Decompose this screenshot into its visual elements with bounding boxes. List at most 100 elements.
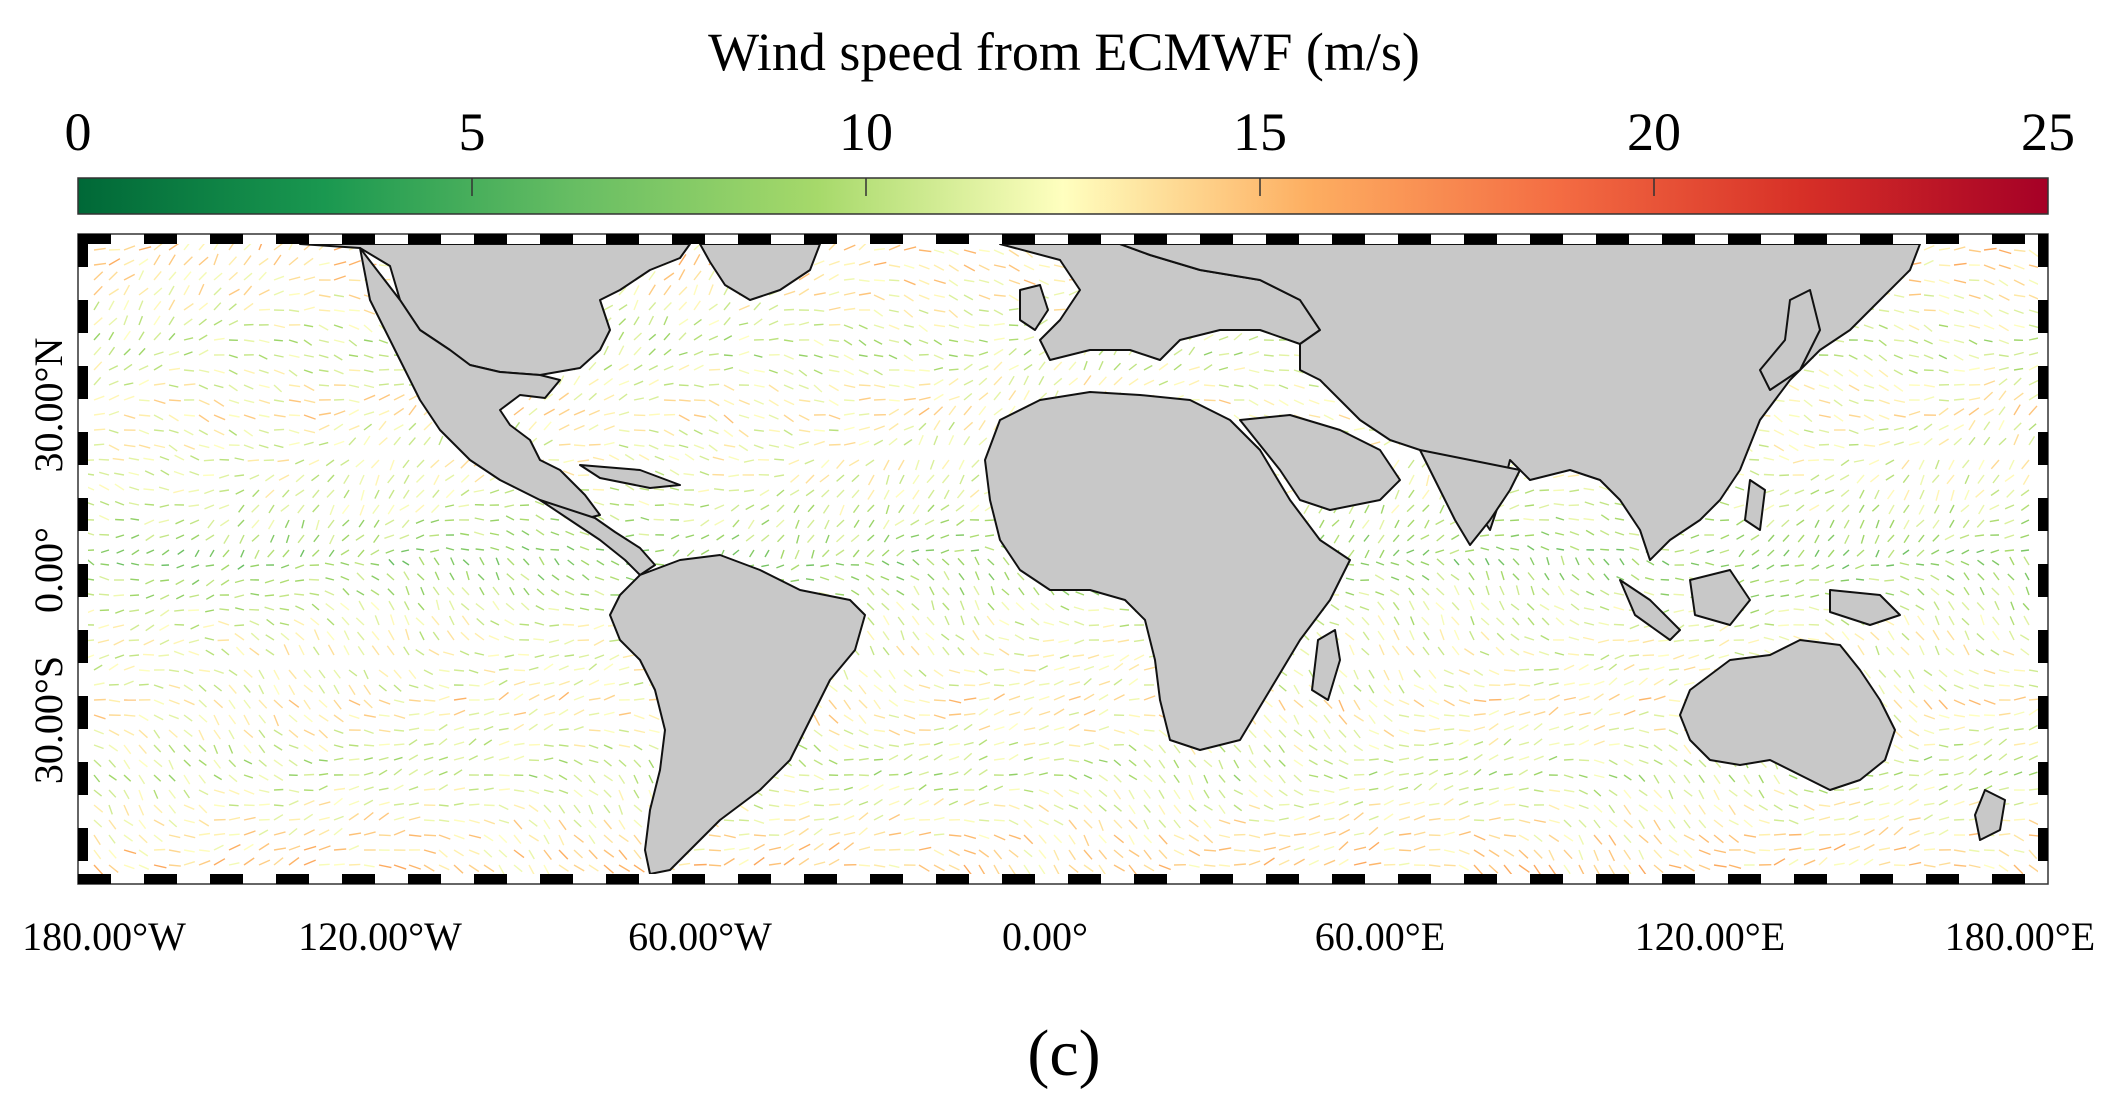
wind-vector <box>1653 744 1663 752</box>
wind-vector <box>918 669 927 677</box>
wind-vector <box>588 697 601 701</box>
wind-vector <box>1989 504 2000 511</box>
wind-vector <box>888 294 900 298</box>
wind-vector <box>813 787 824 791</box>
wind-vector <box>228 729 235 740</box>
wind-vector <box>535 547 545 551</box>
wind-vector <box>1998 669 2010 674</box>
wind-vector <box>168 444 178 452</box>
wind-vector <box>312 489 320 499</box>
wind-vector <box>753 399 764 405</box>
wind-vector <box>888 684 897 694</box>
wind-vector <box>393 803 404 806</box>
wind-vector <box>333 261 347 266</box>
wind-vector <box>1953 743 1964 746</box>
wind-vector <box>2007 585 2015 596</box>
wind-vector <box>1908 759 1919 762</box>
wind-vector <box>1533 668 1544 671</box>
wind-vector <box>1323 789 1335 793</box>
wind-vector <box>1908 309 1920 313</box>
wind-vector <box>1825 618 1835 626</box>
wind-vector <box>1263 384 1275 387</box>
wind-vector <box>423 436 431 446</box>
wind-vector <box>2022 602 2030 611</box>
wind-vector <box>963 324 975 329</box>
wind-vector <box>1766 564 1775 570</box>
wind-vector <box>258 803 270 806</box>
wind-vector <box>903 729 916 735</box>
wind-vector <box>93 443 105 446</box>
wind-vector <box>963 294 974 301</box>
wind-vector <box>168 759 174 770</box>
wind-vector <box>910 575 920 581</box>
wind-vector <box>913 585 920 596</box>
wind-vector <box>579 531 590 536</box>
wind-vector <box>798 774 810 777</box>
wind-vector <box>513 742 525 746</box>
wind-vector <box>1578 789 1588 795</box>
wind-vector <box>942 587 950 596</box>
wind-vector <box>1053 308 1066 311</box>
wind-vector <box>1113 759 1122 767</box>
wind-vector <box>918 264 930 270</box>
wind-vector <box>1963 644 1970 656</box>
wind-vector <box>1733 504 1745 509</box>
wind-vector <box>273 428 285 431</box>
wind-vector <box>1903 614 1910 626</box>
wind-vector <box>603 441 615 446</box>
wind-vector <box>1113 678 1123 686</box>
wind-vector <box>948 279 959 287</box>
wind-vector <box>93 698 106 701</box>
wind-vector <box>1349 519 1355 529</box>
wind-vector <box>2028 771 2038 776</box>
wind-vector <box>348 409 360 416</box>
wind-vector <box>1548 706 1559 716</box>
wind-vector <box>948 249 959 256</box>
wind-vector <box>340 561 350 566</box>
wind-vector <box>1885 474 1895 481</box>
wind-vector <box>1379 519 1385 530</box>
wind-vector <box>1983 294 1994 301</box>
wind-vector <box>1398 786 1409 791</box>
wind-vector <box>203 624 215 628</box>
wind-vector <box>1842 564 1850 570</box>
wind-vector <box>1843 519 1850 529</box>
wind-vector <box>483 756 494 761</box>
wind-vector <box>108 394 120 401</box>
wind-vector <box>1814 519 1820 529</box>
wind-vector <box>929 586 935 596</box>
wind-vector <box>243 774 254 779</box>
wind-vector <box>1840 489 1850 497</box>
wind-vector <box>678 286 688 296</box>
wind-vector <box>1308 399 1320 405</box>
wind-vector <box>956 519 965 527</box>
wind-vector <box>506 530 515 536</box>
wind-vector <box>963 339 975 343</box>
wind-vector <box>1698 774 1705 784</box>
wind-vector <box>663 316 669 326</box>
wind-vector <box>318 424 330 431</box>
wind-vector <box>1992 474 2000 484</box>
wind-vector <box>2028 698 2038 701</box>
wind-vector <box>1863 787 1874 791</box>
wind-vector <box>393 669 402 679</box>
wind-vector <box>926 616 935 626</box>
wind-vector <box>843 744 855 750</box>
wind-vector <box>2013 801 2024 806</box>
wind-vector <box>1188 366 1200 371</box>
wind-vector <box>974 571 980 581</box>
wind-vector <box>1818 443 1830 446</box>
wind-vector <box>798 288 810 296</box>
wind-vector <box>205 534 215 541</box>
wind-vector <box>903 309 914 318</box>
wind-vector <box>218 474 230 479</box>
wind-vector <box>1218 352 1230 356</box>
wind-vector <box>153 699 165 705</box>
wind-vector <box>1570 589 1580 596</box>
wind-vector <box>1248 759 1257 769</box>
wind-vector <box>843 786 853 791</box>
wind-vector <box>788 459 800 466</box>
wind-vector <box>1660 593 1670 596</box>
wind-vector <box>1233 384 1244 388</box>
wind-vector <box>492 600 500 611</box>
